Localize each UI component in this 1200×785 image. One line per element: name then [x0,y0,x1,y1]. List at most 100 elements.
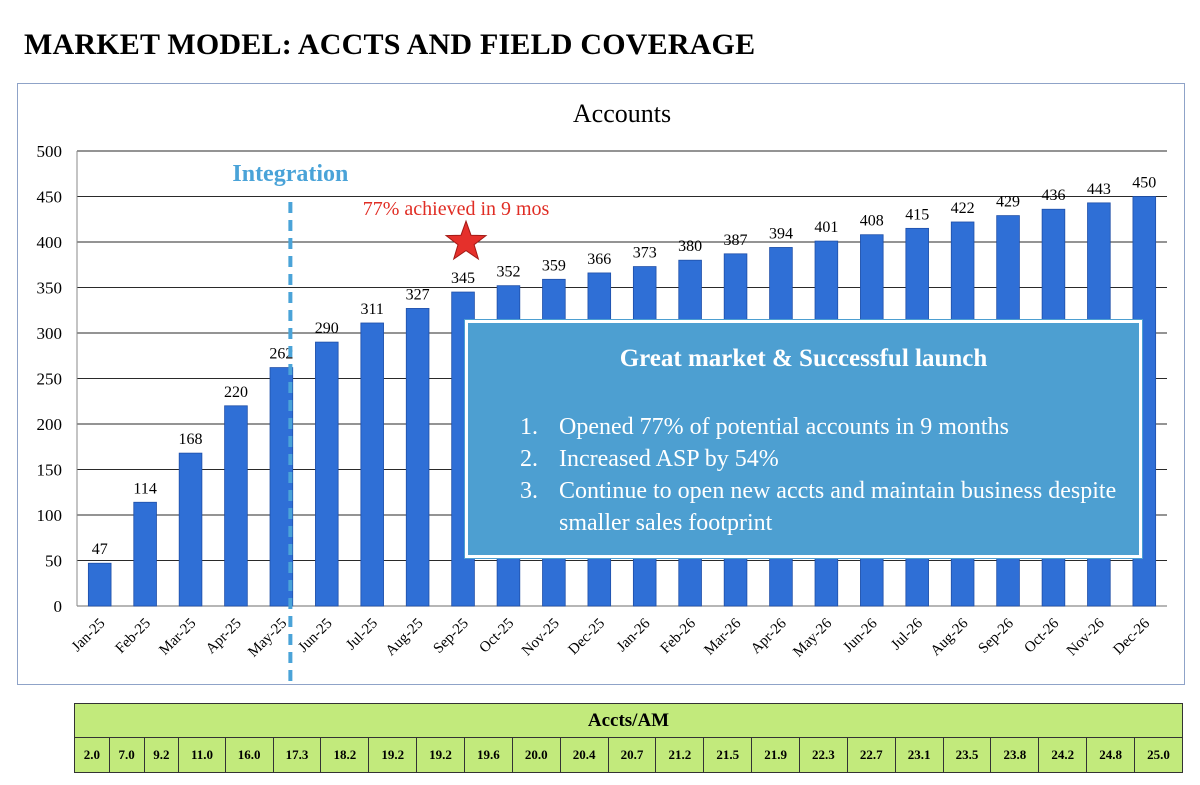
x-tick-label: Nov-26 [1064,615,1108,659]
y-tick-label: 400 [37,233,63,252]
data-label: 436 [1041,187,1065,204]
callout-box: Great market & Successful launch 1. Opene… [465,320,1142,558]
accts-per-am-cell: 25.0 [1134,737,1183,773]
data-label: 290 [315,320,339,337]
accts-per-am-cell: 23.5 [942,737,992,773]
data-label: 311 [361,301,384,318]
accts-per-am-cell: 19.6 [463,737,513,773]
accts-per-am-cell: 22.7 [846,737,896,773]
y-tick-label: 200 [37,415,63,434]
x-tick-label: Jan-26 [614,615,654,655]
callout-item: 2. Increased ASP by 54% [520,443,1139,475]
y-tick-label: 150 [37,461,63,480]
accts-per-am-cell: 21.9 [751,737,800,773]
bar [178,452,203,607]
x-tick-label: Aug-25 [383,616,427,660]
callout-item-number: 3. [520,478,538,504]
chart-title: Accounts [573,99,671,128]
accts-per-am-cell: 23.8 [990,737,1040,773]
accts-per-am-cell: 20.7 [607,737,657,773]
x-tick-label: Jun-25 [295,616,335,656]
accts-per-am-cell: 9.2 [143,737,180,773]
x-tick-label: Aug-26 [928,615,972,659]
y-tick-label: 300 [37,324,63,343]
star-icon [444,219,488,261]
x-tick-label: Feb-26 [658,615,700,657]
y-tick-label: 0 [54,597,63,616]
data-label: 443 [1087,181,1111,198]
data-label: 373 [633,245,657,262]
bar [133,501,157,607]
data-label: 429 [996,194,1020,211]
data-label: 394 [769,225,793,242]
y-tick-label: 50 [45,552,62,571]
callout-list: 1. Opened 77% of potential accounts in 9 … [468,411,1139,539]
x-tick-label: Apr-25 [203,616,245,658]
data-label: 450 [1132,175,1156,192]
data-label: 345 [451,270,475,287]
accts-per-am-cell: 20.0 [511,737,561,773]
data-label: 168 [179,431,203,448]
x-tick-label: Sep-25 [431,616,472,657]
x-tick-label: May-25 [245,616,290,661]
accts-per-am-cell: 24.2 [1038,737,1088,773]
callout-item-number: 2. [520,446,538,472]
x-tick-label: Mar-25 [156,616,199,659]
y-tick-label: 250 [37,370,63,389]
accts-per-am-cell: 22.3 [799,737,848,773]
x-tick-label: Jul-25 [343,616,381,654]
data-label: 422 [951,200,975,217]
page-title: MARKET MODEL: ACCTS AND FIELD COVERAGE [24,28,756,61]
accts-per-am-cell: 2.0 [74,737,110,773]
data-label: 114 [133,480,156,497]
x-tick-label: Oct-25 [477,616,518,657]
accts-per-am-cell: 19.2 [416,737,465,773]
accts-per-am-cell: 11.0 [178,737,226,773]
accts-per-am-cell: 18.2 [320,737,370,773]
x-tick-label: May-26 [790,615,835,660]
data-label: 415 [905,206,929,223]
bar [315,341,339,607]
integration-label: Integration [232,161,348,187]
callout-item: 3. Continue to open new accts and maintai… [520,475,1139,539]
callout-item-text: Continue to open new accts and maintain … [559,478,1117,536]
x-tick-label: Jan-25 [69,616,109,656]
data-label: 352 [496,264,520,281]
data-label: 401 [814,219,838,236]
x-tick-label: Feb-25 [113,616,154,657]
callout-item-text: Increased ASP by 54% [559,446,779,472]
accts-per-am-cell: 21.5 [703,737,753,773]
x-tick-label: Jun-26 [840,615,881,656]
y-tick-label: 100 [37,506,63,525]
data-label: 262 [269,346,293,363]
accts-per-am-cell: 21.2 [655,737,705,773]
bar [360,322,384,607]
data-label: 359 [542,257,566,274]
data-label: 220 [224,384,248,401]
callout-item: 1. Opened 77% of potential accounts in 9 … [520,411,1139,443]
x-tick-label: Dec-26 [1111,615,1154,658]
bar [224,405,248,607]
accts-per-am-cell: 16.0 [224,737,274,773]
accts-per-am-cell: 23.1 [894,737,944,773]
y-tick-label: 450 [37,188,63,207]
accts-per-am-cell: 20.4 [559,737,609,773]
data-label: 408 [860,213,884,230]
bar [87,562,112,607]
data-label: 327 [406,286,430,303]
y-tick-label: 350 [37,279,63,298]
x-tick-label: Nov-25 [519,616,563,660]
accts-per-am-row: 2.0 7.0 9.2 11.0 16.0 17.3 18.2 19.2 19.2 19.6 20.… [74,737,1183,773]
bar [269,367,294,607]
accts-per-am-table: Accts/AM 2.0 7.0 9.2 11.0 16.0 17.3 18.2 19.2 19… [74,703,1183,773]
accts-per-am-cell: 7.0 [108,737,145,773]
x-tick-label: Oct-26 [1022,615,1063,656]
data-label: 47 [92,541,108,558]
data-label: 366 [587,251,611,268]
callout-title: Great market & Successful launch [619,345,988,372]
bar [405,308,430,607]
star-annotation: 77% achieved in 9 mos [363,198,550,220]
accts-per-am-cell: 24.8 [1086,737,1136,773]
x-tick-label: Jul-26 [888,615,926,653]
callout-item-text: Opened 77% of potential accounts in 9 mo… [559,414,1009,440]
